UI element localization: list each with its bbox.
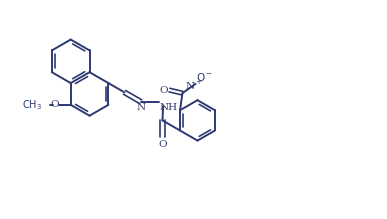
Text: CH$_3$: CH$_3$ xyxy=(22,98,42,112)
Text: O: O xyxy=(158,140,167,149)
Text: O: O xyxy=(159,86,168,95)
Text: N$^+$: N$^+$ xyxy=(185,79,203,92)
Text: O: O xyxy=(50,100,59,109)
Text: N: N xyxy=(136,103,145,112)
Text: O$^-$: O$^-$ xyxy=(197,71,214,83)
Text: NH: NH xyxy=(160,103,178,112)
